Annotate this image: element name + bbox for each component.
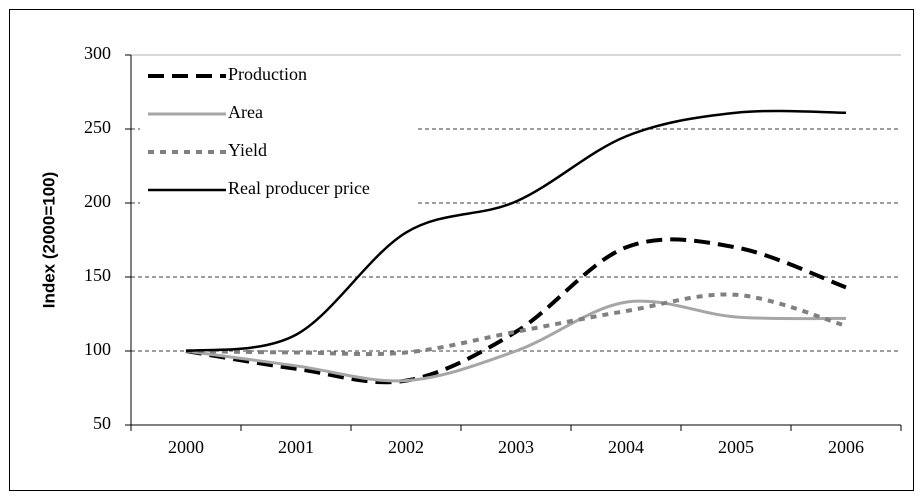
legend-label: Yield xyxy=(228,140,267,160)
legend-box xyxy=(140,62,415,218)
x-tick-label: 2005 xyxy=(718,437,754,457)
series-line xyxy=(185,237,847,385)
legend-label: Production xyxy=(228,64,307,84)
y-tick-label: 200 xyxy=(84,191,111,211)
x-tick-label: 2006 xyxy=(828,437,864,457)
y-tick-label: 250 xyxy=(84,117,111,137)
legend-label: Real producer price xyxy=(228,178,370,198)
x-tick-label: 2003 xyxy=(498,437,534,457)
x-tick-label: 2002 xyxy=(388,437,424,457)
x-tick-label: 2000 xyxy=(168,437,204,457)
y-tick-label: 300 xyxy=(84,43,111,63)
series-line xyxy=(185,109,847,353)
series-line xyxy=(185,292,847,357)
legend-label: Area xyxy=(228,102,263,122)
y-tick-label: 150 xyxy=(84,265,111,285)
y-axis-label: Index (2000=100) xyxy=(39,172,58,309)
y-tick-label: 50 xyxy=(93,413,111,433)
y-tick-label: 100 xyxy=(84,339,111,359)
x-tick-label: 2004 xyxy=(608,437,644,457)
x-tick-label: 2001 xyxy=(278,437,314,457)
series-line xyxy=(185,299,847,383)
